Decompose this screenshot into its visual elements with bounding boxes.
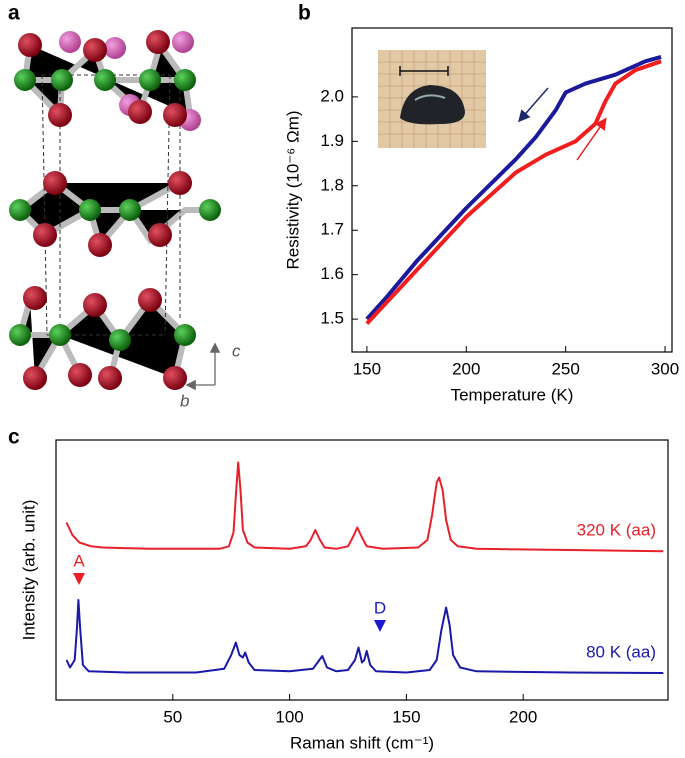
peak-marker xyxy=(374,620,386,632)
y-tick-label: 1.8 xyxy=(320,175,344,194)
y-axis-label: Intensity (arb. unit) xyxy=(19,500,38,641)
crystal-structure xyxy=(9,30,221,391)
data-line xyxy=(65,461,664,553)
x-axis-label: Temperature (K) xyxy=(451,385,574,404)
x-tick-label: 150 xyxy=(353,359,381,378)
axis-label: c xyxy=(232,341,241,360)
data-line xyxy=(365,54,662,321)
heating-arrow xyxy=(576,117,607,161)
panel-label: c xyxy=(8,426,20,449)
x-axis-label: Raman shift (cm⁻¹) xyxy=(290,733,434,752)
panel-label: b xyxy=(298,2,311,25)
x-tick-label: 200 xyxy=(509,707,537,726)
peak-label: A xyxy=(73,551,85,570)
plot-frame xyxy=(55,439,669,701)
x-tick-label: 200 xyxy=(452,359,480,378)
y-tick-label: 1.7 xyxy=(320,220,344,239)
peak-marker xyxy=(73,573,85,585)
sample-photo xyxy=(378,50,486,148)
x-tick-label: 150 xyxy=(392,707,420,726)
cooling-arrow xyxy=(518,87,549,123)
panel-label: a xyxy=(8,2,20,25)
data-line xyxy=(65,599,664,674)
y-tick-label: 2.0 xyxy=(320,86,344,105)
plot-frame xyxy=(351,27,673,353)
x-tick-label: 50 xyxy=(163,707,182,726)
series-label: 80 K (aa) xyxy=(586,642,656,661)
x-tick-label: 300 xyxy=(651,359,679,378)
y-axis-label: Resistivity (10⁻⁶ Ωm) xyxy=(283,110,302,269)
series-label: 320 K (aa) xyxy=(577,521,656,540)
peak-label: D xyxy=(374,598,386,617)
axis-label: b xyxy=(180,391,189,410)
data-line xyxy=(365,59,662,325)
y-tick-label: 1.6 xyxy=(320,264,344,283)
x-tick-label: 100 xyxy=(275,707,303,726)
y-tick-label: 1.5 xyxy=(320,309,344,328)
x-tick-label: 250 xyxy=(551,359,579,378)
y-tick-label: 1.9 xyxy=(320,131,344,150)
